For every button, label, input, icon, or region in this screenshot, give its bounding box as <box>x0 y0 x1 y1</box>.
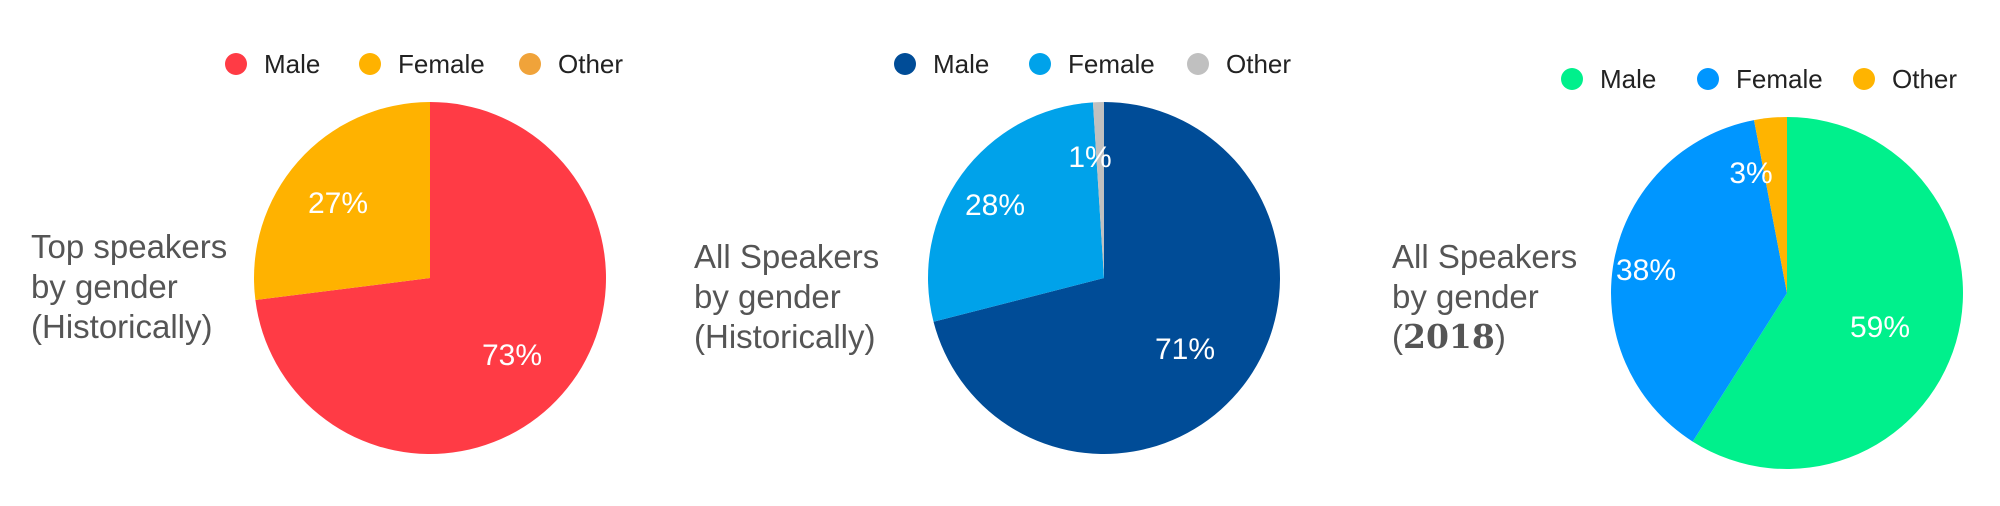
chart-2-legend-label-female: Female <box>1068 49 1155 79</box>
chart-2-data-label-male: 71% <box>1155 333 1215 366</box>
pie-chart-3: Male Female Other All Speakers by gender… <box>1392 64 1963 469</box>
chart-1-title-line-1: Top speakers <box>31 228 227 265</box>
chart-3-title-line-3: (2018) <box>1392 317 1506 356</box>
chart-3-slice-female <box>1611 120 1787 442</box>
chart-2-data-label-female: 28% <box>965 189 1025 222</box>
chart-3-slices <box>1611 117 1963 469</box>
chart-3-legend-label-female: Female <box>1736 64 1823 94</box>
chart-2-title-line-2: by gender <box>694 278 841 315</box>
chart-3-title: All Speakers by gender (2018) <box>1392 238 1586 356</box>
chart-1-data-label-male: 73% <box>482 339 542 372</box>
chart-1-legend-swatch-male <box>225 53 247 75</box>
chart-2-slices <box>928 102 1281 454</box>
chart-1-legend-swatch-female <box>359 53 381 75</box>
chart-1-legend-label-male: Male <box>264 49 320 79</box>
pie-chart-2: Male Female Other All Speakers by gender… <box>694 49 1291 454</box>
chart-1-title-line-2: by gender <box>31 268 178 305</box>
chart-2-legend-label-male: Male <box>933 49 989 79</box>
chart-1-data-labels: 73% 27% <box>308 187 542 372</box>
chart-1-legend: Male Female Other <box>225 49 623 79</box>
chart-2-title: All Speakers by gender (Historically) <box>694 238 888 355</box>
chart-3-data-label-female: 38% <box>1616 254 1676 287</box>
chart-2-legend-swatch-female <box>1029 53 1051 75</box>
chart-3-legend-label-male: Male <box>1600 64 1656 94</box>
chart-3-data-label-male: 59% <box>1850 311 1910 344</box>
chart-3-slice-male <box>1692 117 1963 469</box>
chart-1-legend-swatch-other <box>519 53 541 75</box>
chart-3-legend-label-other: Other <box>1892 64 1957 94</box>
chart-3-data-labels: 59% 38% 3% <box>1616 157 1910 344</box>
chart-1-slice-female <box>254 102 430 301</box>
chart-3-legend-swatch-male <box>1561 68 1583 90</box>
chart-2-legend-swatch-male <box>894 53 916 75</box>
chart-2-title-line-3: (Historically) <box>694 318 876 355</box>
chart-2-data-labels: 71% 28% 1% <box>965 141 1215 366</box>
chart-1-title: Top speakers by gender (Historically) <box>31 228 236 345</box>
chart-1-data-label-female: 27% <box>308 187 368 220</box>
chart-3-legend-swatch-other <box>1853 68 1875 90</box>
chart-3-legend-swatch-female <box>1697 68 1719 90</box>
chart-3-title-line-2: by gender <box>1392 278 1539 315</box>
chart-1-title-line-3: (Historically) <box>31 308 213 345</box>
chart-2-legend-swatch-other <box>1187 53 1209 75</box>
chart-1-legend-label-female: Female <box>398 49 485 79</box>
chart-3-legend: Male Female Other <box>1561 64 1957 94</box>
chart-1-slices <box>254 102 607 455</box>
chart-1-legend-label-other: Other <box>558 49 623 79</box>
chart-3-data-label-other: 3% <box>1729 157 1772 190</box>
chart-2-title-line-1: All Speakers <box>694 238 879 275</box>
chart-2-data-label-other: 1% <box>1068 141 1111 174</box>
chart-2-slice-other <box>1092 102 1104 278</box>
chart-3-title-line-1: All Speakers <box>1392 238 1577 275</box>
chart-2-legend: Male Female Other <box>894 49 1291 79</box>
chart-2-legend-label-other: Other <box>1226 49 1291 79</box>
chart-2-slice-male <box>933 102 1281 454</box>
chart-1-slice-male <box>255 102 607 455</box>
chart-3-slice-other <box>1754 117 1787 293</box>
pie-chart-1: Male Female Other Top speakers by gender… <box>31 49 623 455</box>
chart-2-slice-female <box>928 102 1104 322</box>
